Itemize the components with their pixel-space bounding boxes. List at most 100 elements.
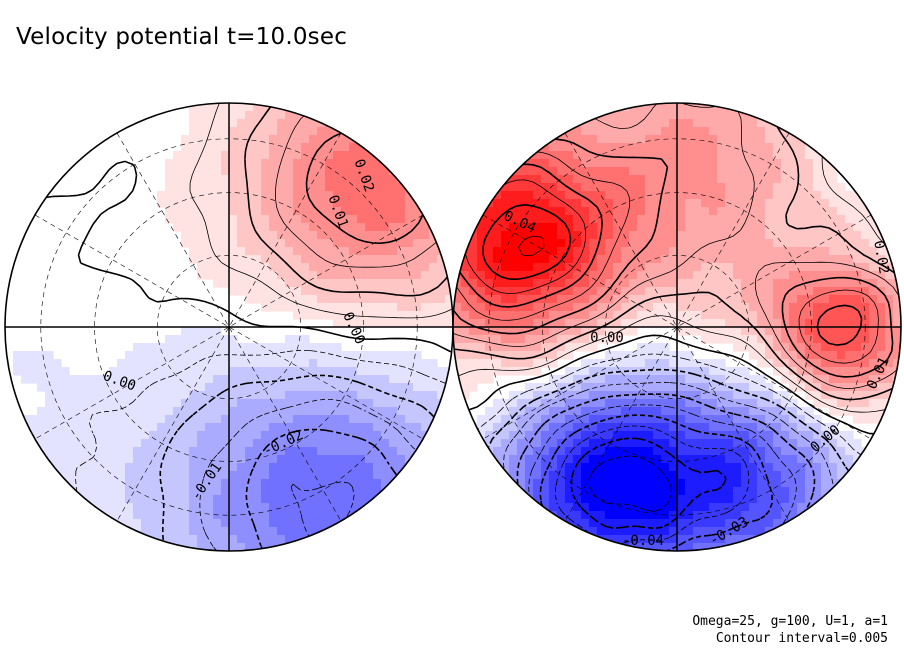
shading-cell <box>469 431 478 440</box>
shading-cell <box>341 503 350 512</box>
shading-cell <box>309 439 318 448</box>
shading-cell <box>69 495 78 504</box>
shading-cell <box>533 239 542 248</box>
shading-cell <box>765 231 774 240</box>
shading-cell <box>597 367 606 376</box>
shading-cell <box>589 303 598 312</box>
shading-cell <box>893 287 901 296</box>
shading-cell <box>605 431 614 440</box>
shading-cell <box>869 375 878 384</box>
shading-cell <box>685 375 694 384</box>
shading-cell <box>821 495 830 504</box>
shading-cell <box>429 407 438 416</box>
shading-cell <box>501 255 510 264</box>
shading-cell <box>693 255 702 264</box>
shading-cell <box>805 231 814 240</box>
shading-cell <box>253 159 262 168</box>
shading-cell <box>389 319 398 328</box>
shading-cell <box>181 327 190 336</box>
shading-cell <box>653 207 662 216</box>
shading-cell <box>885 375 894 384</box>
shading-cell <box>413 247 422 256</box>
shading-cell <box>645 159 654 168</box>
shading-cell <box>253 231 262 240</box>
shading-cell <box>597 455 606 464</box>
shading-cell <box>869 415 878 424</box>
shading-cell <box>77 471 86 480</box>
shading-cell <box>669 543 678 551</box>
shading-cell <box>205 327 214 336</box>
shading-cell <box>797 199 806 208</box>
shading-cell <box>517 359 526 368</box>
shading-cell <box>333 215 342 224</box>
shading-cell <box>885 279 894 288</box>
shading-cell <box>309 391 318 400</box>
shading-cell <box>205 359 214 368</box>
shading-cell <box>381 199 390 208</box>
shading-cell <box>173 183 182 192</box>
shading-cell <box>229 391 238 400</box>
shading-cell <box>357 279 366 288</box>
shading-cell <box>733 159 742 168</box>
shading-cell <box>653 423 662 432</box>
shading-cell <box>765 303 774 312</box>
shading-cell <box>517 255 526 264</box>
shading-cell <box>333 503 342 512</box>
shading-cell <box>661 167 670 176</box>
shading-cell <box>621 127 630 136</box>
shading-cell <box>741 311 750 320</box>
shading-cell <box>677 223 686 232</box>
shading-cell <box>445 399 453 408</box>
shading-cell <box>141 471 150 480</box>
shading-cell <box>341 447 350 456</box>
shading-cell <box>61 463 70 472</box>
shading-cell <box>45 367 54 376</box>
shading-cell <box>221 335 230 344</box>
shading-cell <box>829 375 838 384</box>
shading-cell <box>189 135 198 144</box>
shading-cell <box>733 367 742 376</box>
shading-cell <box>773 415 782 424</box>
shading-cell <box>141 367 150 376</box>
shading-cell <box>149 471 158 480</box>
shading-cell <box>741 447 750 456</box>
shading-cell <box>773 223 782 232</box>
shading-cell <box>125 479 134 488</box>
shading-cell <box>189 239 198 248</box>
shading-cell <box>165 199 174 208</box>
shading-cell <box>765 223 774 232</box>
shading-cell <box>573 311 582 320</box>
shading-cell <box>301 247 310 256</box>
shading-cell <box>485 319 494 328</box>
shading-cell <box>101 479 110 488</box>
shading-cell <box>717 463 726 472</box>
shading-cell <box>541 207 550 216</box>
shading-cell <box>685 271 694 280</box>
shading-cell <box>621 135 630 144</box>
shading-cell <box>557 471 566 480</box>
shading-cell <box>821 303 830 312</box>
shading-cell <box>821 167 830 176</box>
shading-cell <box>845 311 854 320</box>
shading-cell <box>597 247 606 256</box>
shading-cell <box>533 495 542 504</box>
shading-cell <box>717 519 726 528</box>
shading-cell <box>477 343 486 352</box>
shading-cell <box>661 127 670 136</box>
shading-cell <box>117 431 126 440</box>
shading-cell <box>341 383 350 392</box>
shading-cell <box>669 527 678 536</box>
shading-cell <box>757 375 766 384</box>
shading-cell <box>469 279 478 288</box>
shading-cell <box>213 479 222 488</box>
shading-cell <box>85 455 94 464</box>
shading-cell <box>685 135 694 144</box>
shading-cell <box>333 471 342 480</box>
shading-cell <box>685 519 694 528</box>
shading-cell <box>661 255 670 264</box>
shading-cell <box>877 239 886 248</box>
shading-cell <box>61 407 70 416</box>
shading-cell <box>165 375 174 384</box>
shading-cell <box>373 223 382 232</box>
shading-cell <box>157 343 166 352</box>
